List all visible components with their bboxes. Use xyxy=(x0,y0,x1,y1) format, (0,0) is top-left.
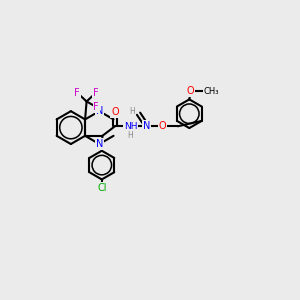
Text: F: F xyxy=(93,102,99,112)
Text: H: H xyxy=(128,131,134,140)
Text: F: F xyxy=(93,88,98,98)
Text: Cl: Cl xyxy=(97,183,106,193)
Text: H: H xyxy=(129,107,135,116)
Text: O: O xyxy=(159,121,166,131)
Text: NH: NH xyxy=(124,122,137,131)
Text: CH₃: CH₃ xyxy=(203,86,219,95)
Text: N: N xyxy=(143,121,151,131)
Text: N: N xyxy=(96,139,103,149)
Text: O: O xyxy=(111,107,119,117)
Text: O: O xyxy=(187,86,195,96)
Text: F: F xyxy=(74,88,80,98)
Text: N: N xyxy=(96,106,103,116)
